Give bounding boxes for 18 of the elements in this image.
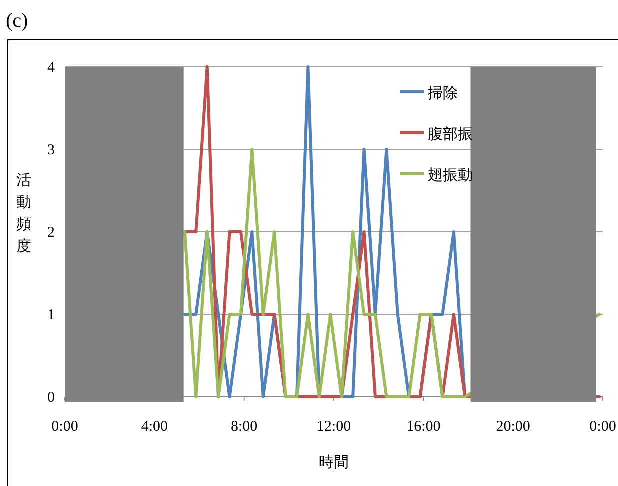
x-axis-title: 時間 — [319, 454, 349, 471]
y-tick-label: 0 — [48, 390, 55, 406]
y-tick-label: 1 — [48, 308, 55, 324]
x-tick-label: 0:00 — [52, 419, 78, 435]
y-tick-label: 2 — [48, 225, 55, 241]
x-tick-label: 16:00 — [406, 419, 441, 435]
legend-label: 腹部振 — [428, 126, 473, 143]
y-axis-title: 活動頻度 — [16, 172, 32, 255]
x-tick-label: 0:00 — [590, 419, 616, 435]
chart-title: (c) — [6, 10, 28, 32]
y-tick-label: 3 — [48, 142, 55, 158]
x-tick-label: 4:00 — [141, 419, 168, 435]
x-tick-label: 12:00 — [316, 419, 352, 435]
y-tick-label: 4 — [48, 60, 56, 76]
x-tick-label: 8:00 — [230, 419, 258, 435]
x-tick-label: 20:00 — [496, 419, 530, 435]
legend-label: 掃除 — [428, 85, 458, 102]
legend-label: 翅振動 — [428, 167, 473, 184]
